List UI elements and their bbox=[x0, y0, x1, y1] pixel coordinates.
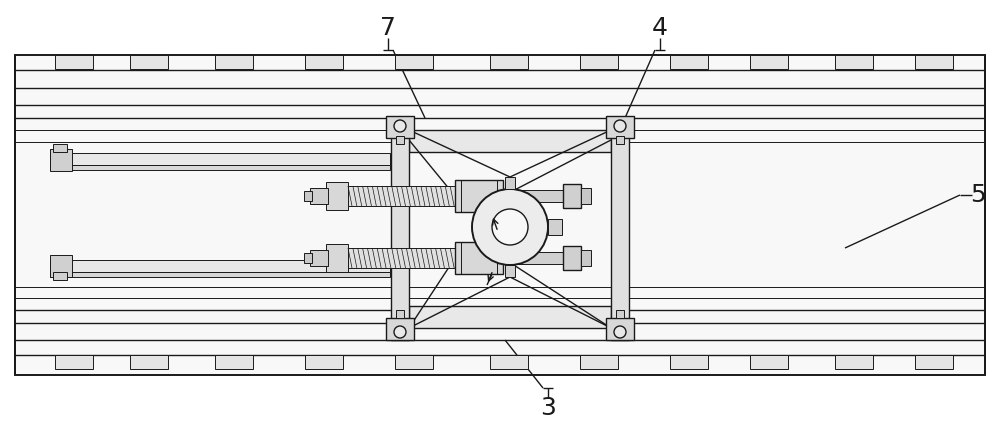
Bar bbox=[215, 55, 253, 69]
Bar bbox=[563, 246, 581, 270]
Bar bbox=[15, 55, 985, 375]
Bar bbox=[55, 55, 93, 69]
Bar bbox=[503, 252, 563, 264]
Bar bbox=[304, 191, 312, 201]
Text: 5: 5 bbox=[970, 183, 986, 207]
Bar bbox=[310, 250, 328, 266]
Bar bbox=[55, 355, 93, 369]
Bar bbox=[606, 318, 634, 340]
Bar bbox=[304, 253, 312, 263]
Bar bbox=[386, 116, 414, 138]
Bar bbox=[50, 260, 390, 272]
Bar bbox=[53, 272, 67, 280]
Bar bbox=[386, 318, 414, 340]
Bar bbox=[505, 265, 515, 277]
Bar bbox=[391, 118, 409, 340]
Bar bbox=[750, 55, 788, 69]
Bar bbox=[215, 355, 253, 369]
Bar bbox=[581, 250, 591, 266]
Circle shape bbox=[614, 120, 626, 132]
Bar bbox=[750, 355, 788, 369]
Bar bbox=[396, 136, 404, 144]
Bar bbox=[606, 116, 634, 138]
Text: 4: 4 bbox=[652, 16, 668, 40]
Bar bbox=[455, 180, 503, 212]
Bar bbox=[580, 355, 618, 369]
Bar bbox=[130, 355, 168, 369]
Bar bbox=[395, 55, 433, 69]
Bar bbox=[409, 306, 611, 328]
Text: 3: 3 bbox=[540, 396, 556, 420]
Bar bbox=[548, 219, 562, 235]
Bar bbox=[503, 190, 563, 202]
Bar bbox=[53, 144, 67, 152]
Bar bbox=[348, 248, 455, 268]
Bar bbox=[616, 310, 624, 318]
Bar bbox=[580, 55, 618, 69]
Bar bbox=[50, 149, 72, 171]
Bar bbox=[490, 55, 528, 69]
Bar bbox=[50, 272, 390, 277]
Bar bbox=[50, 255, 72, 277]
Bar bbox=[409, 130, 611, 152]
Bar bbox=[50, 165, 390, 170]
Bar bbox=[505, 177, 515, 189]
Bar bbox=[670, 55, 708, 69]
Bar bbox=[611, 118, 629, 340]
Bar bbox=[563, 184, 581, 208]
Bar bbox=[395, 355, 433, 369]
Bar bbox=[915, 55, 953, 69]
Circle shape bbox=[394, 120, 406, 132]
Bar bbox=[305, 55, 343, 69]
Text: 7: 7 bbox=[380, 16, 396, 40]
Bar bbox=[348, 186, 455, 206]
Bar bbox=[455, 242, 503, 274]
Bar bbox=[915, 355, 953, 369]
Circle shape bbox=[614, 326, 626, 338]
Bar bbox=[670, 355, 708, 369]
Bar bbox=[581, 188, 591, 204]
Bar bbox=[326, 182, 348, 210]
Circle shape bbox=[472, 189, 548, 265]
Bar bbox=[835, 55, 873, 69]
Bar bbox=[326, 244, 348, 272]
Bar bbox=[835, 355, 873, 369]
Bar bbox=[130, 55, 168, 69]
Bar bbox=[305, 355, 343, 369]
Circle shape bbox=[492, 209, 528, 245]
Bar bbox=[396, 310, 404, 318]
Bar bbox=[310, 188, 328, 204]
Circle shape bbox=[394, 326, 406, 338]
Bar bbox=[616, 136, 624, 144]
Bar bbox=[50, 153, 390, 165]
Bar bbox=[490, 355, 528, 369]
